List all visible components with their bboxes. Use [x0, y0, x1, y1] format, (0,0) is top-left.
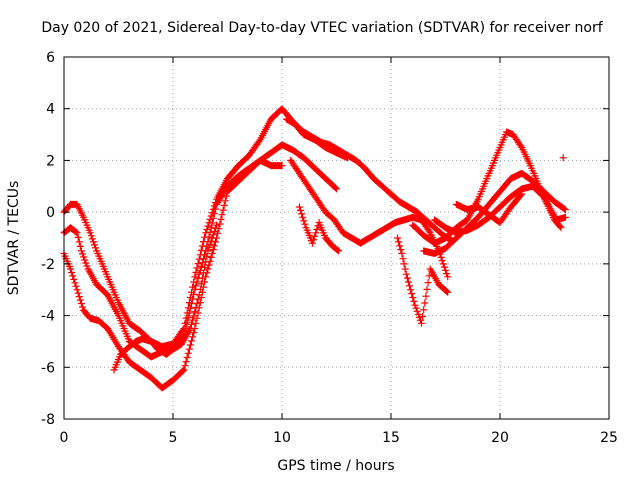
x-axis-label: GPS time / hours: [277, 458, 394, 474]
series-markers: [394, 234, 452, 327]
x-tick-label: 25: [600, 430, 618, 446]
series-markers: [282, 115, 456, 245]
grid-layer: [64, 57, 609, 419]
series-trace-h: [394, 234, 452, 327]
series-trace-j: [420, 169, 569, 257]
x-tick-label: 15: [382, 430, 400, 446]
y-tick-label: -8: [41, 412, 55, 428]
series-trace-l: [452, 190, 526, 226]
x-tick-label: 0: [60, 430, 69, 446]
series-markers: [420, 169, 569, 257]
series-markers: [452, 190, 526, 226]
y-tick-label: -2: [41, 257, 55, 273]
x-tick-label: 10: [273, 430, 291, 446]
x-tick-label: 5: [169, 430, 178, 446]
series-markers: [287, 156, 452, 281]
y-tick-label: 6: [46, 50, 55, 66]
y-tick-label: -6: [41, 360, 55, 376]
series-trace-d: [110, 221, 221, 374]
x-tick-label: 20: [491, 430, 509, 446]
data-layer: [60, 105, 569, 392]
series-trace-e: [282, 115, 456, 245]
y-axis-label: SDTVAR / TECUs: [6, 181, 22, 296]
series-outlier: [559, 154, 567, 162]
series-trace-f: [287, 156, 452, 281]
y-tick-label: 0: [46, 205, 55, 221]
series-markers: [559, 154, 567, 162]
plot-frame: [63, 56, 610, 420]
series-trace-g: [295, 203, 343, 255]
y-tick-label: -4: [41, 309, 55, 325]
tick-layer: 0 5 10 15 20 25 -8 -6 -4 -2 0 2 4 6: [41, 50, 618, 446]
series-markers: [295, 203, 343, 255]
chart-title: Day 020 of 2021, Sidereal Day-to-day VTE…: [41, 20, 603, 36]
y-tick-label: 2: [46, 153, 55, 169]
series-markers: [110, 221, 221, 374]
y-tick-label: 4: [46, 102, 55, 118]
